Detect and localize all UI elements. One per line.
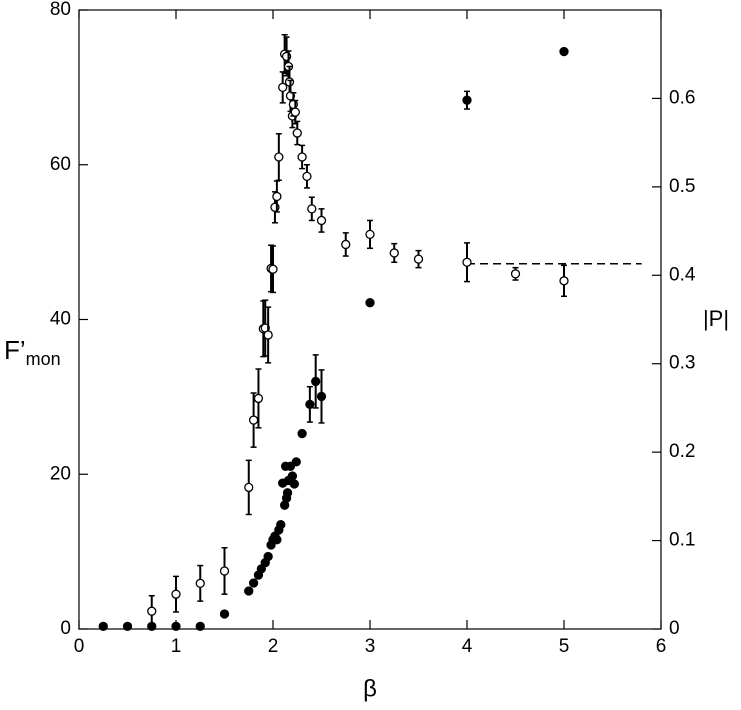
point xyxy=(292,128,302,138)
y2-axis-label: |P| xyxy=(703,306,729,331)
point xyxy=(559,276,569,286)
point xyxy=(316,391,327,402)
point xyxy=(248,415,259,425)
y-tick-label: 0 xyxy=(60,618,71,639)
y2-tick-label: 0.5 xyxy=(669,176,695,197)
point xyxy=(195,621,205,631)
x-tick-label: 6 xyxy=(656,636,667,657)
point xyxy=(389,248,399,258)
point xyxy=(278,82,288,93)
y2-tick-label: 0.4 xyxy=(669,264,696,285)
point xyxy=(276,520,286,530)
x-tick-label: 3 xyxy=(365,636,376,657)
y-tick-label: 20 xyxy=(50,463,71,484)
x-tick-label: 1 xyxy=(171,636,182,657)
y-tick-label: 40 xyxy=(50,309,71,330)
y2-tick-label: 0 xyxy=(669,618,680,639)
point xyxy=(263,330,273,340)
point xyxy=(263,551,273,562)
x-tick-label: 0 xyxy=(74,636,85,657)
y-axis-label: F’mon xyxy=(4,335,61,369)
point xyxy=(219,566,230,576)
y2-tick-label: 0.3 xyxy=(669,353,695,374)
point xyxy=(272,535,282,545)
point xyxy=(268,264,278,274)
y2-tick-label: 0.1 xyxy=(669,530,695,551)
y2-tick-label: 0.2 xyxy=(669,441,695,462)
y-axis-label-main: F’ xyxy=(4,335,26,365)
plot-frame xyxy=(78,9,662,630)
point xyxy=(365,298,375,308)
point xyxy=(297,152,307,162)
point xyxy=(274,152,284,162)
point xyxy=(289,479,299,489)
y2-tick-label: 0.6 xyxy=(669,87,695,108)
point xyxy=(291,457,301,467)
point xyxy=(297,428,307,439)
point xyxy=(559,46,569,57)
x-tick-label: 5 xyxy=(559,636,570,657)
point xyxy=(305,399,315,410)
point xyxy=(171,621,181,631)
point xyxy=(510,269,521,279)
point xyxy=(219,609,230,619)
x-tick-label: 2 xyxy=(268,636,279,657)
point xyxy=(307,204,317,214)
point xyxy=(244,586,254,596)
point xyxy=(98,621,108,631)
point xyxy=(287,471,298,481)
point xyxy=(341,239,351,250)
point xyxy=(147,621,157,631)
point xyxy=(147,606,157,616)
y-axis-label-sub: mon xyxy=(26,349,61,369)
point xyxy=(290,107,300,117)
point xyxy=(171,589,181,599)
point xyxy=(462,257,472,267)
y-tick-label: 60 xyxy=(50,154,71,175)
point xyxy=(365,229,375,240)
point xyxy=(311,376,321,387)
point xyxy=(195,578,205,588)
point xyxy=(248,578,259,588)
point xyxy=(302,171,312,182)
point xyxy=(122,621,133,631)
point xyxy=(272,191,282,202)
point xyxy=(244,482,254,493)
point xyxy=(253,393,264,404)
x-axis-label: β xyxy=(363,675,377,702)
point xyxy=(462,95,472,105)
point xyxy=(316,215,327,226)
point xyxy=(413,254,424,264)
point xyxy=(282,488,293,498)
x-tick-label: 4 xyxy=(462,636,473,657)
y-tick-label: 80 xyxy=(50,0,71,20)
